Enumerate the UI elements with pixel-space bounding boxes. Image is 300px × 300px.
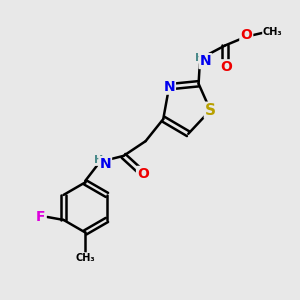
Text: CH₃: CH₃ xyxy=(75,253,95,263)
Text: N: N xyxy=(163,80,175,94)
Text: N: N xyxy=(99,157,111,171)
Text: O: O xyxy=(137,167,149,181)
Text: O: O xyxy=(240,28,252,43)
Text: H: H xyxy=(195,52,204,62)
Text: F: F xyxy=(36,210,46,224)
Text: CH₃: CH₃ xyxy=(263,27,283,37)
Text: O: O xyxy=(220,60,232,74)
Text: N: N xyxy=(200,54,211,68)
Text: H: H xyxy=(94,155,104,165)
Text: S: S xyxy=(205,103,216,118)
